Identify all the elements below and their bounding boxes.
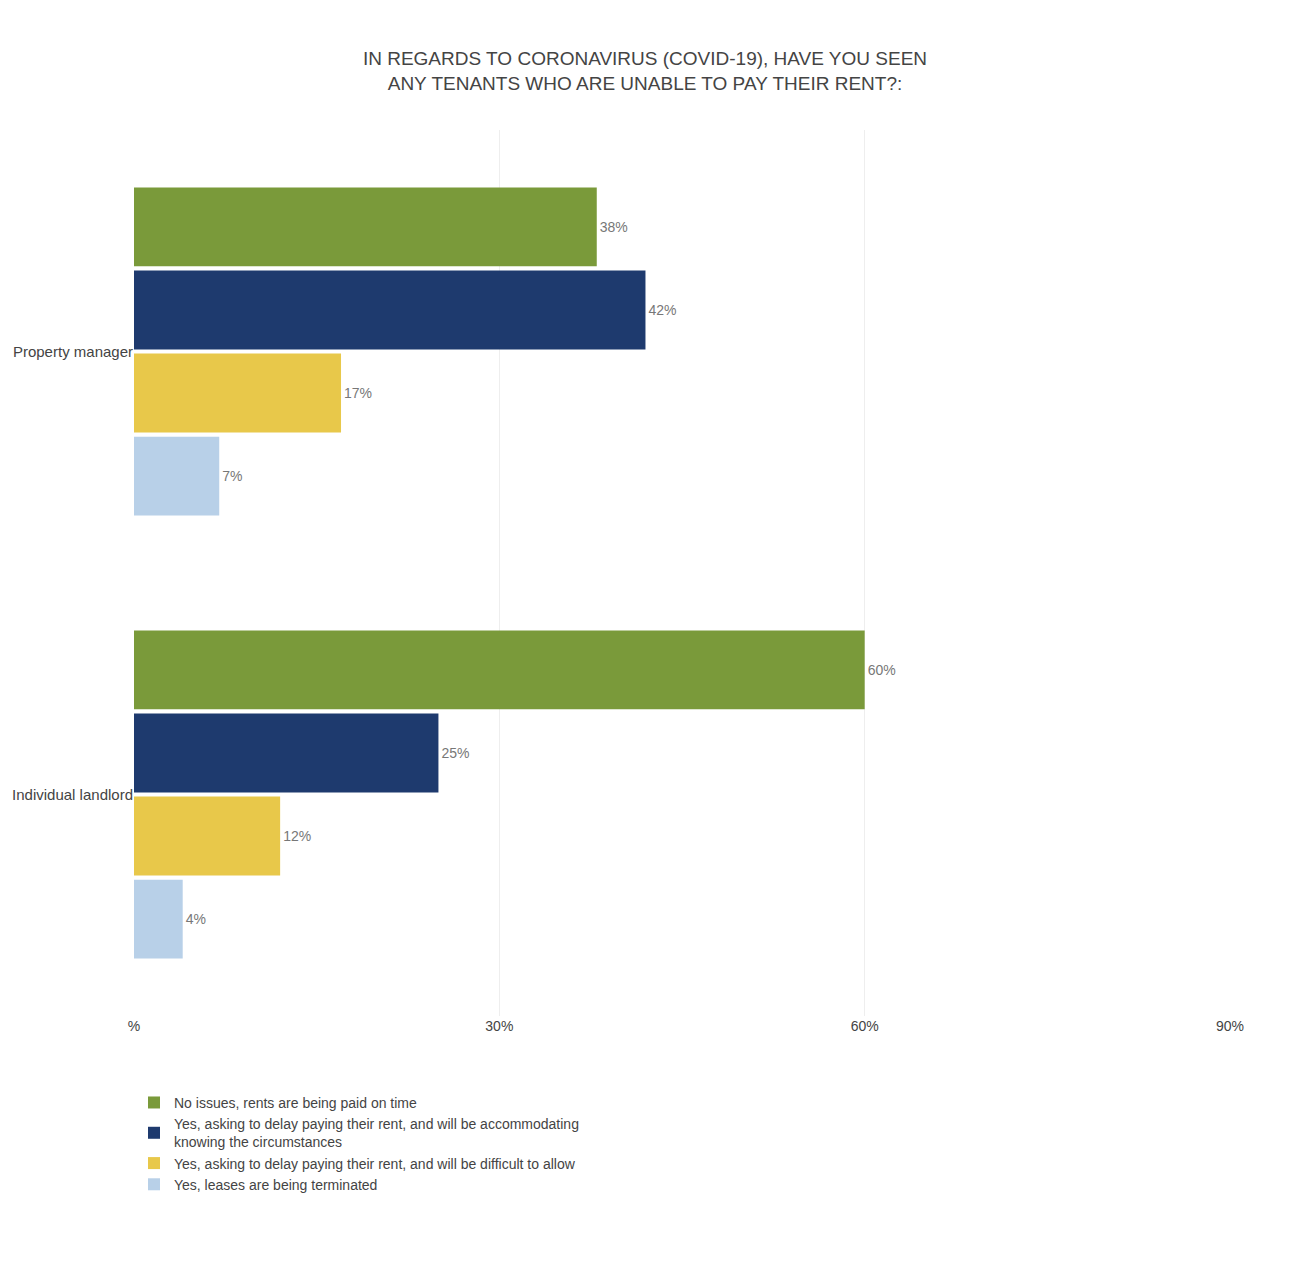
svg-text:25%: 25% [441,745,469,761]
svg-text:17%: 17% [344,385,372,401]
svg-text:Yes, leases are being terminat: Yes, leases are being terminated [174,1177,377,1193]
svg-text:4%: 4% [186,911,206,927]
svg-text:Yes, asking to delay paying th: Yes, asking to delay paying their rent, … [174,1116,579,1150]
svg-text:38%: 38% [600,219,628,235]
svg-text:30%: 30% [485,1018,513,1034]
svg-text:60%: 60% [851,1018,879,1034]
svg-text:%: % [128,1018,140,1034]
svg-text:Yes, asking to delay paying th: Yes, asking to delay paying their rent, … [174,1156,576,1172]
svg-text:7%: 7% [222,468,242,484]
svg-text:IN REGARDS TO CORONAVIRUS (COV: IN REGARDS TO CORONAVIRUS (COVID-19), HA… [363,48,927,94]
svg-text:Property manager: Property manager [13,343,133,360]
svg-text:Individual landlord: Individual landlord [12,786,133,803]
svg-text:90%: 90% [1216,1018,1244,1034]
svg-text:60%: 60% [868,662,896,678]
svg-text:No issues, rents are being pai: No issues, rents are being paid on time [174,1095,417,1111]
svg-text:42%: 42% [648,302,676,318]
svg-text:12%: 12% [283,828,311,844]
